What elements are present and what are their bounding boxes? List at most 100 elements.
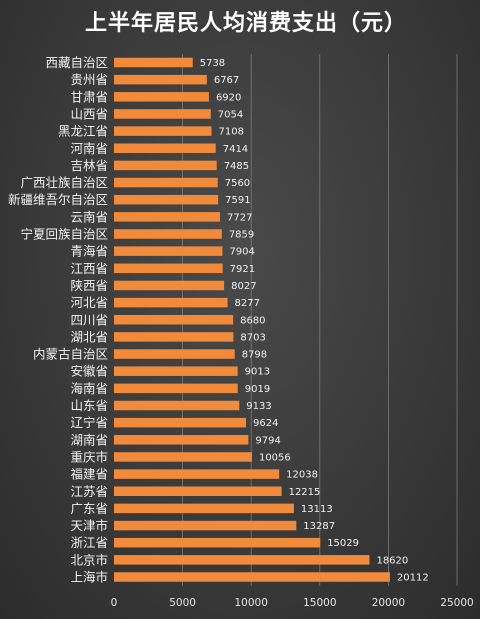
value-label: 7485: [224, 161, 249, 172]
value-label: 7921: [230, 264, 255, 275]
value-label: 7591: [225, 195, 250, 206]
value-label: 7904: [229, 247, 254, 258]
bar: [114, 400, 240, 411]
value-label: 7054: [218, 109, 243, 120]
bar: [114, 229, 222, 239]
category-labels: 西藏自治区贵州省甘肃省山西省黑龙江省河南省吉林省广西壮族自治区新疆维吾尔自治区云…: [8, 55, 108, 585]
value-label: 7414: [223, 144, 248, 155]
category-label: 山东省: [70, 398, 108, 413]
bars: [114, 57, 390, 582]
bar: [114, 177, 218, 188]
category-label: 贵州省: [70, 72, 108, 87]
bar: [114, 572, 390, 582]
value-label: 7560: [225, 178, 250, 189]
value-label: 7108: [219, 127, 244, 138]
bar: [114, 57, 193, 68]
category-label: 青海省: [70, 244, 108, 259]
category-label: 广西壮族自治区: [20, 175, 108, 190]
category-label: 海南省: [70, 381, 108, 396]
value-label: 8277: [235, 298, 260, 309]
bar: [114, 520, 297, 531]
category-label: 广东省: [70, 501, 108, 516]
bar: [114, 212, 221, 222]
value-label: 13113: [301, 504, 333, 515]
category-label: 山西省: [70, 106, 108, 121]
value-label: 20112: [397, 573, 429, 584]
category-label: 江西省: [70, 261, 108, 276]
category-label: 甘肃省: [70, 89, 108, 104]
bar: [114, 92, 209, 102]
value-label: 18620: [376, 555, 408, 566]
bar: [114, 349, 235, 359]
chart-title: 上半年居民人均消费支出（元）: [85, 10, 407, 36]
category-label: 安徽省: [70, 364, 108, 379]
value-label: 15029: [327, 538, 359, 549]
value-label: 8027: [231, 281, 256, 292]
bar: [114, 280, 225, 291]
bar: [114, 143, 216, 153]
value-label: 8680: [240, 315, 265, 326]
x-tick-label: 10000: [234, 597, 267, 609]
bar: [114, 246, 223, 256]
category-label: 内蒙古自治区: [33, 347, 108, 362]
bar: [114, 469, 280, 479]
bar: [114, 74, 207, 85]
category-label: 云南省: [70, 209, 108, 224]
bar: [114, 297, 228, 308]
bar: [114, 555, 370, 565]
value-label: 9624: [253, 418, 278, 429]
category-label: 新疆维吾尔自治区: [8, 192, 108, 207]
category-label: 天津市: [70, 518, 108, 533]
category-label: 北京市: [70, 552, 108, 567]
bar: [114, 109, 211, 119]
value-label: 8703: [240, 332, 265, 343]
value-label: 7727: [227, 212, 252, 223]
value-label: 9133: [246, 401, 271, 412]
x-tick-label: 25000: [440, 597, 473, 609]
value-label: 12215: [289, 487, 321, 498]
bar: [114, 126, 212, 136]
category-label: 河南省: [70, 141, 108, 156]
x-tick-label: 20000: [372, 597, 405, 609]
x-tick-label: 0: [111, 597, 118, 609]
bar: [114, 315, 234, 325]
value-label: 12038: [286, 470, 318, 481]
value-label: 10056: [259, 452, 291, 463]
value-label: 6767: [214, 75, 239, 86]
category-label: 陕西省: [70, 278, 108, 293]
value-label: 5738: [200, 58, 225, 69]
category-label: 福建省: [70, 467, 108, 482]
bar: [114, 383, 238, 394]
value-label: 9019: [245, 384, 270, 395]
bar: [114, 160, 217, 171]
value-label: 9013: [245, 367, 270, 378]
bar: [114, 435, 249, 445]
category-label: 辽宁省: [70, 415, 108, 430]
value-label: 13287: [303, 521, 335, 532]
bar: [114, 503, 294, 514]
category-label: 重庆市: [70, 449, 108, 464]
category-label: 西藏自治区: [45, 55, 108, 70]
value-label: 6920: [216, 92, 241, 103]
category-label: 黑龙江省: [58, 124, 108, 139]
category-label: 江苏省: [70, 484, 108, 499]
bar: [114, 417, 247, 428]
category-label: 湖北省: [70, 329, 108, 344]
gridlines: [182, 54, 458, 586]
category-label: 湖南省: [70, 432, 108, 447]
bar: [114, 452, 252, 462]
category-label: 宁夏回族自治区: [20, 227, 108, 242]
bar: [114, 194, 219, 205]
value-labels: 5738 6767 6920 7054 7108 7414 7485 7560 7591 7727…: [200, 58, 429, 584]
bar: [114, 537, 321, 548]
bar: [114, 332, 234, 342]
category-label: 四川省: [70, 312, 108, 327]
x-tick-label: 5000: [169, 597, 196, 609]
category-label: 浙江省: [70, 535, 108, 550]
bar: [114, 486, 282, 496]
x-tick-label: 15000: [303, 597, 336, 609]
bar: [114, 366, 238, 376]
bar: [114, 263, 223, 274]
category-label: 上海市: [70, 570, 108, 585]
